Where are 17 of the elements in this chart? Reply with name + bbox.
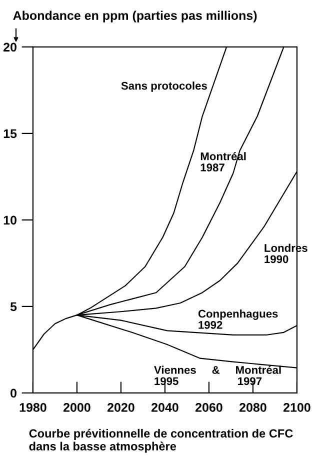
series-label: Viennes & Montréal 1995 1997	[154, 366, 281, 386]
x-tick-label: 1980	[20, 403, 46, 412]
y-tick-label: 5	[10, 302, 17, 312]
x-tick-label: 2080	[239, 403, 266, 412]
series-label: Sans protocoles	[121, 82, 207, 92]
y-tick-label: 10	[4, 216, 16, 225]
y-tick-label: 20	[4, 42, 16, 52]
y-tick-label: 0	[10, 388, 16, 398]
y-axis-title: Abondance en ppm (parties pas millions)	[13, 10, 257, 22]
series-label: Conpenhagues 1992	[198, 309, 278, 329]
x-tick-label: 2000	[63, 403, 90, 412]
x-tick-label: 2060	[195, 403, 222, 412]
text: Courbe prévitionnelle de concentration de CFC dans la basse atmosphère	[29, 428, 293, 453]
x-tick-label: 2100	[283, 403, 310, 412]
x-tick-label: 2020	[107, 403, 134, 412]
y-tick-label: 15	[4, 129, 17, 138]
x-tick-label: 2040	[151, 403, 178, 412]
